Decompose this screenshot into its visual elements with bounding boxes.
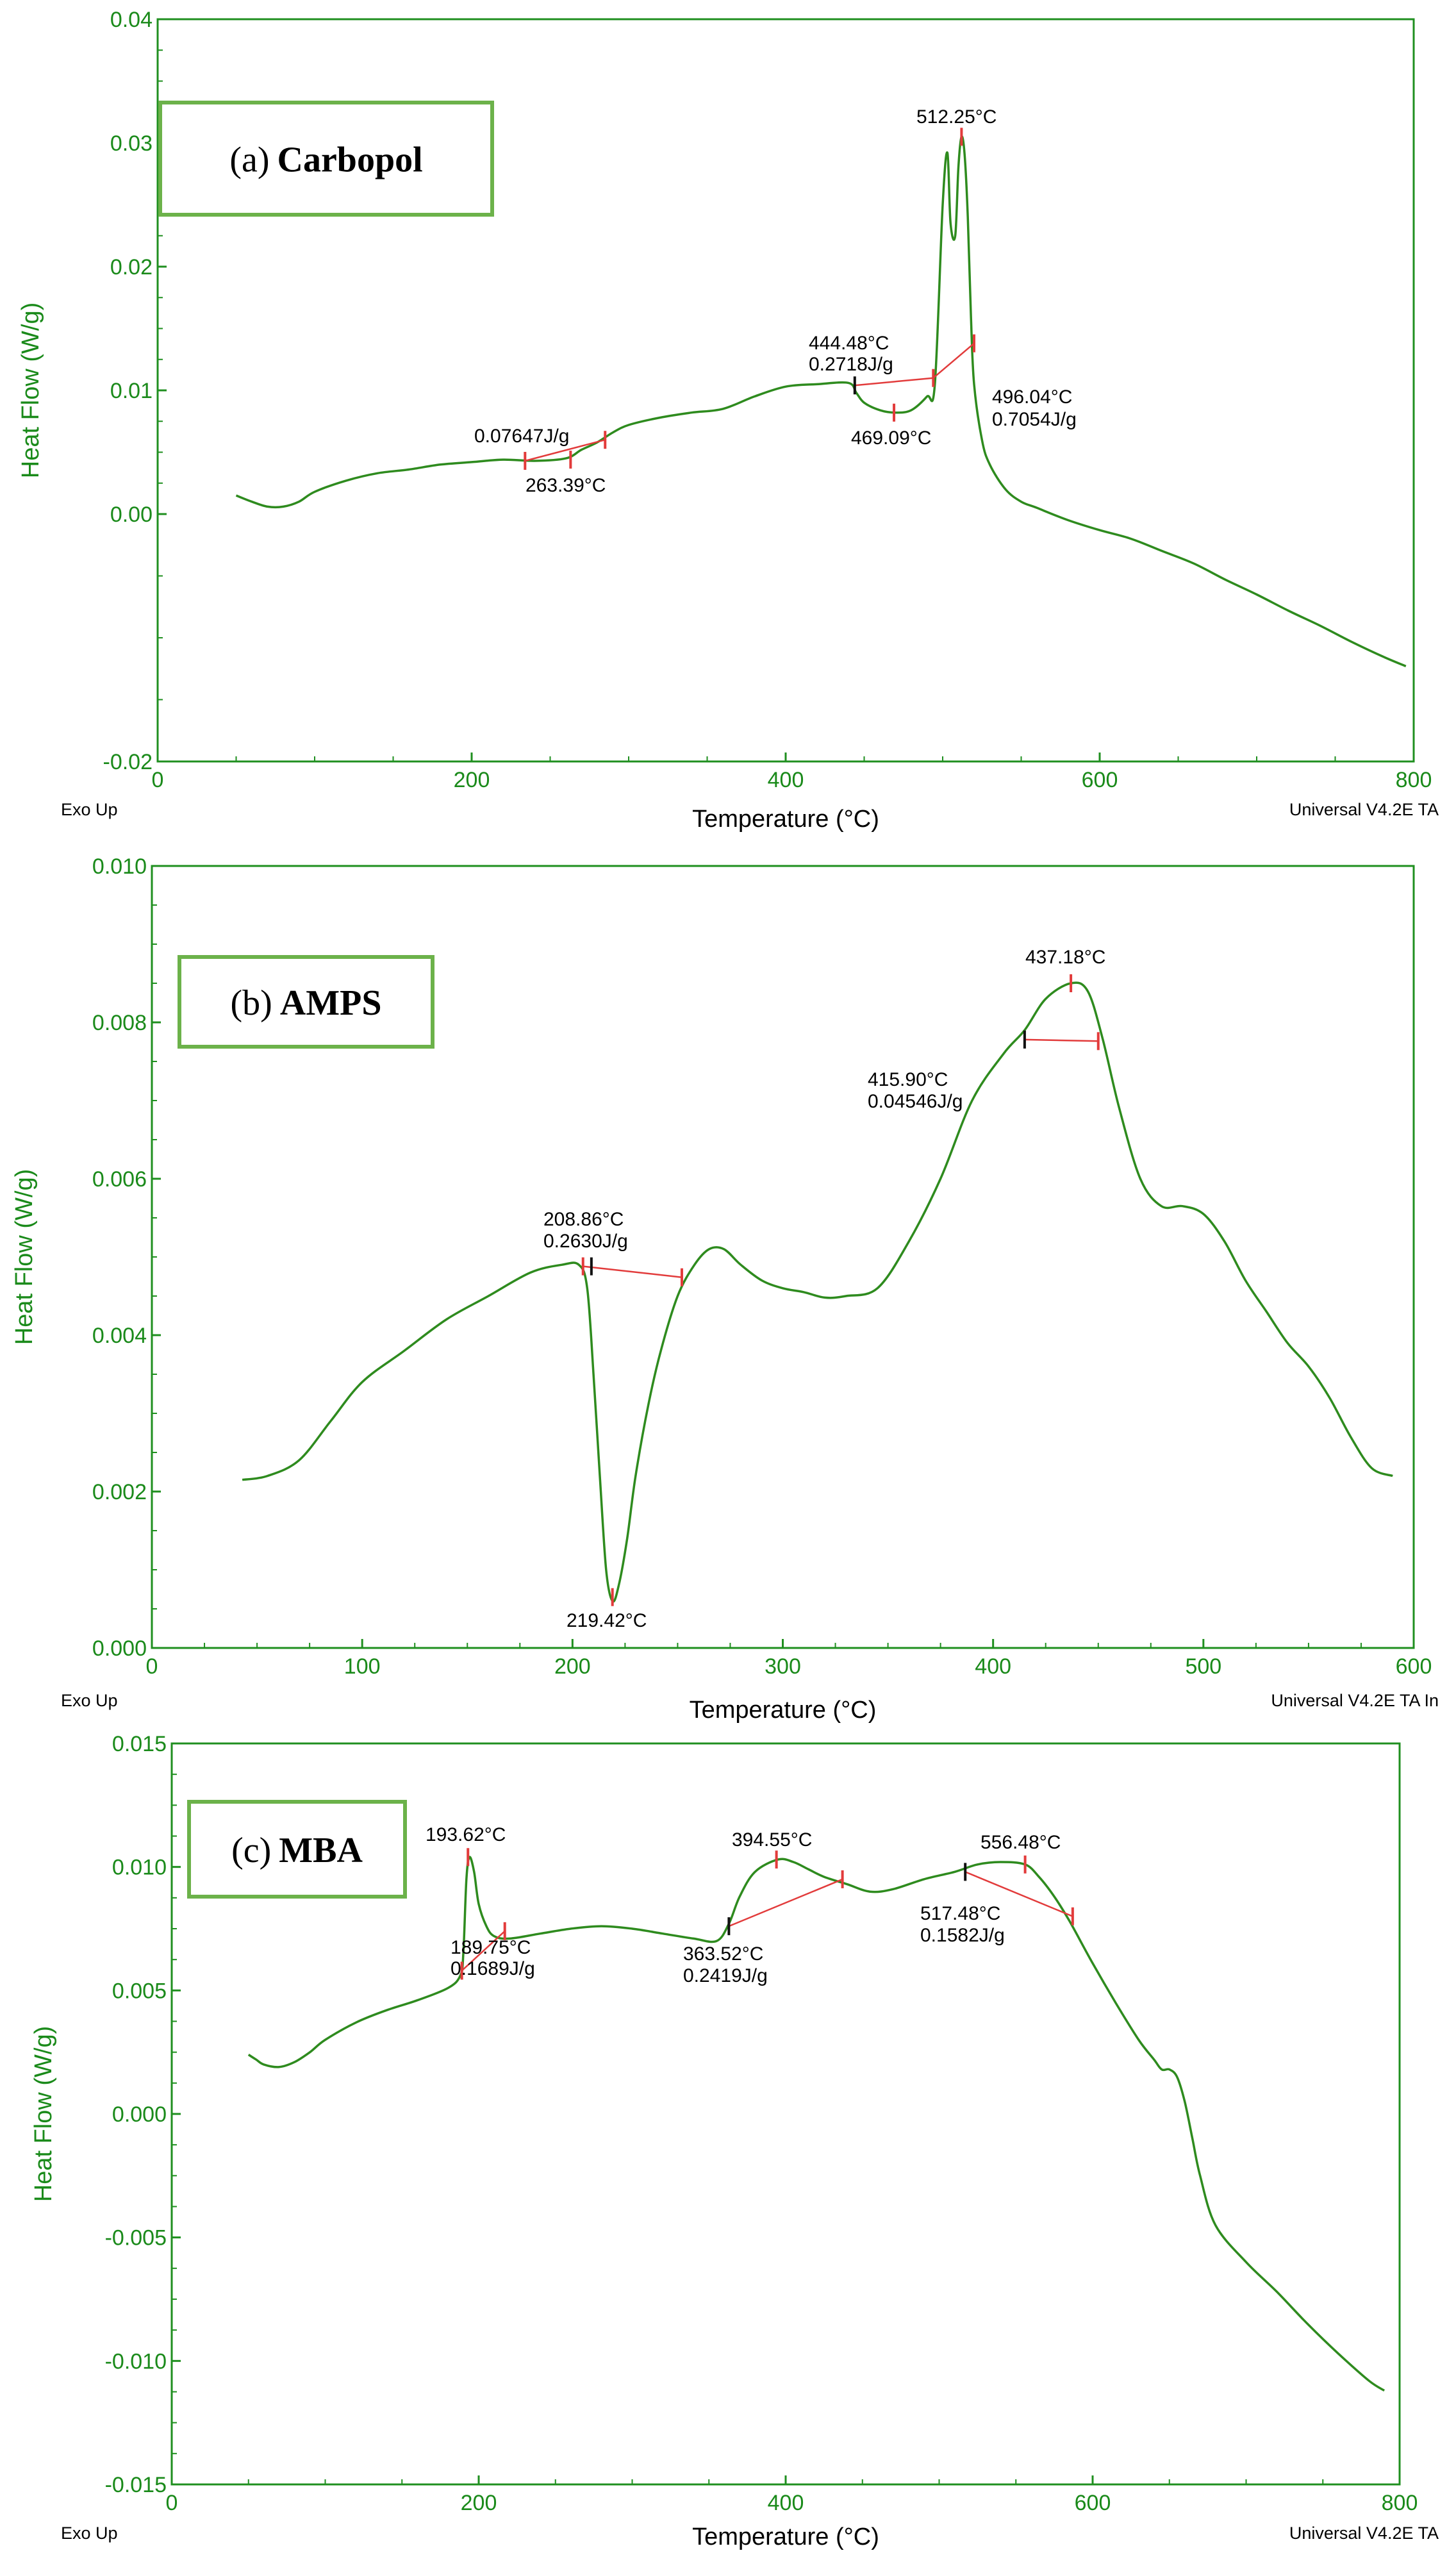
y-tick-label: 0.010	[112, 1856, 167, 1880]
y-tick-label: 0.00	[110, 503, 153, 527]
integration-baseline	[854, 377, 934, 387]
x-tick-label: 800	[1382, 2491, 1418, 2515]
y-tick-label: -0.015	[105, 2473, 167, 2497]
y-tick-label: 0.008	[92, 1011, 147, 1035]
annotation-label: 444.48°C	[809, 333, 889, 354]
x-tick-label: 200	[454, 768, 490, 792]
annotation-label: 0.2718J/g	[809, 354, 893, 375]
y-tick-label: 0.000	[92, 1636, 147, 1661]
integration-baseline	[728, 1878, 843, 1927]
y-tick-label: 0.006	[92, 1167, 147, 1192]
x-tick-label: 200	[461, 2491, 497, 2515]
x-tick-label: 600	[1082, 768, 1118, 792]
series-line-0	[242, 981, 1393, 1603]
x-tick-label: 500	[1185, 1654, 1221, 1679]
chart-panel-1: 0.000 0.002 0.004 0.006 0.008 0.010 0 100 200 300…	[11, 854, 1439, 1724]
software-version-label: Universal V4.2E TA	[1289, 800, 1439, 819]
x-tick-label: 0	[146, 1654, 158, 1679]
y-tick-label: -0.02	[103, 750, 153, 774]
y-tick-label: -0.010	[105, 2349, 167, 2374]
chart-title-name: Carbopol	[277, 140, 423, 180]
exo-up-label: Exo Up	[61, 800, 118, 819]
x-tick-label: 600	[1075, 2491, 1111, 2515]
series-line-0	[247, 1856, 1386, 2392]
annotation-label: 496.04°C	[992, 387, 1072, 408]
annotation-label: 469.09°C	[851, 428, 931, 449]
annotation-label: 208.86°C	[543, 1209, 624, 1230]
y-tick-label: 0.04	[110, 8, 153, 32]
annotation-label: 0.1582J/g	[920, 1925, 1005, 1946]
y-axis-label: Heat Flow (W/g)	[17, 303, 44, 478]
title-box	[187, 1800, 407, 1899]
chart-title-letter: (a)	[229, 140, 269, 180]
x-tick-label: 400	[768, 2491, 804, 2515]
annotation-label: 0.1689J/g	[451, 1958, 535, 1979]
annotation-label: 512.25°C	[916, 106, 997, 128]
exo-up-label: Exo Up	[61, 1691, 118, 1710]
annotation-label: 415.90°C	[868, 1069, 948, 1090]
title-box	[178, 955, 434, 1049]
x-tick-label: 0	[166, 2491, 178, 2515]
annotation-label: 556.48°C	[980, 1832, 1061, 1853]
x-tick-label: 100	[344, 1654, 381, 1679]
y-tick-label: 0.000	[112, 2102, 167, 2127]
y-tick-label: 0.002	[92, 1480, 147, 1504]
x-tick-label: 400	[768, 768, 804, 792]
annotation-label: 0.07647J/g	[474, 426, 569, 447]
series-line-0	[235, 135, 1407, 668]
annotation-label: 394.55°C	[732, 1829, 812, 1850]
y-axis-label: Heat Flow (W/g)	[11, 1169, 38, 1345]
annotation-label: 193.62°C	[426, 1824, 506, 1845]
y-tick-label: 0.03	[110, 131, 153, 156]
x-tick-label: 300	[765, 1654, 801, 1679]
annotation-label: 437.18°C	[1025, 947, 1105, 968]
annotation-label: 219.42°C	[567, 1610, 647, 1631]
x-axis-label: Temperature (°C)	[692, 806, 879, 833]
annotation-label: 363.52°C	[683, 1943, 763, 1965]
y-tick-label: -0.005	[105, 2226, 167, 2250]
chart-panel-0: -0.02 0.00 0.01 0.02 0.03 0.04 0 200 400 600 800 Te…	[17, 8, 1439, 833]
y-tick-label: 0.005	[112, 1979, 167, 2003]
annotation-label: 263.39°C	[525, 475, 606, 496]
annotation-label: 0.2630J/g	[543, 1231, 628, 1252]
software-version-label: Universal V4.2E TA	[1289, 2524, 1439, 2543]
y-tick-label: 0.01	[110, 379, 153, 403]
x-axis-label: Temperature (°C)	[692, 2524, 879, 2550]
x-tick-label: 600	[1396, 1654, 1432, 1679]
y-axis-label: Heat Flow (W/g)	[30, 2026, 57, 2202]
chart-title-letter: (b)	[231, 983, 272, 1023]
annotation-label: 0.2419J/g	[683, 1965, 768, 1986]
y-tick-label: 0.010	[92, 854, 147, 879]
exo-up-label: Exo Up	[61, 2524, 118, 2543]
software-version-label: Universal V4.2E TA In	[1271, 1691, 1439, 1710]
annotation-label: 189.75°C	[451, 1937, 531, 1958]
integration-baseline	[964, 1871, 1073, 1917]
annotation-label: 0.04546J/g	[868, 1091, 963, 1112]
x-tick-label: 200	[554, 1654, 591, 1679]
integration-baseline	[524, 438, 606, 462]
chart-title-name: MBA	[279, 1831, 363, 1870]
chart-title: (c) MBA	[231, 1831, 363, 1870]
annotation-label: 0.7054J/g	[992, 409, 1077, 430]
x-tick-label: 0	[152, 768, 164, 792]
chart-title: (a) Carbopol	[229, 140, 422, 180]
y-tick-label: 0.02	[110, 255, 153, 279]
chart-title: (b) AMPS	[231, 983, 382, 1023]
chart-title-letter: (c)	[231, 1831, 271, 1870]
x-axis-label: Temperature (°C)	[690, 1697, 877, 1724]
y-tick-label: 0.004	[92, 1324, 147, 1348]
chart-title-name: AMPS	[280, 983, 382, 1023]
integration-baseline	[932, 342, 975, 379]
y-tick-label: 0.015	[112, 1732, 167, 1756]
integration-baseline	[1024, 1038, 1098, 1042]
x-tick-label: 400	[975, 1654, 1011, 1679]
chart-panel-2: -0.015 -0.010 -0.005 0.000 0.005 0.010 0.015 0 2…	[30, 1732, 1439, 2550]
annotation-label: 517.48°C	[920, 1903, 1000, 1924]
integration-baseline	[583, 1265, 682, 1278]
title-box	[158, 101, 494, 217]
integration-baseline	[461, 1930, 506, 1972]
x-tick-label: 800	[1396, 768, 1432, 792]
